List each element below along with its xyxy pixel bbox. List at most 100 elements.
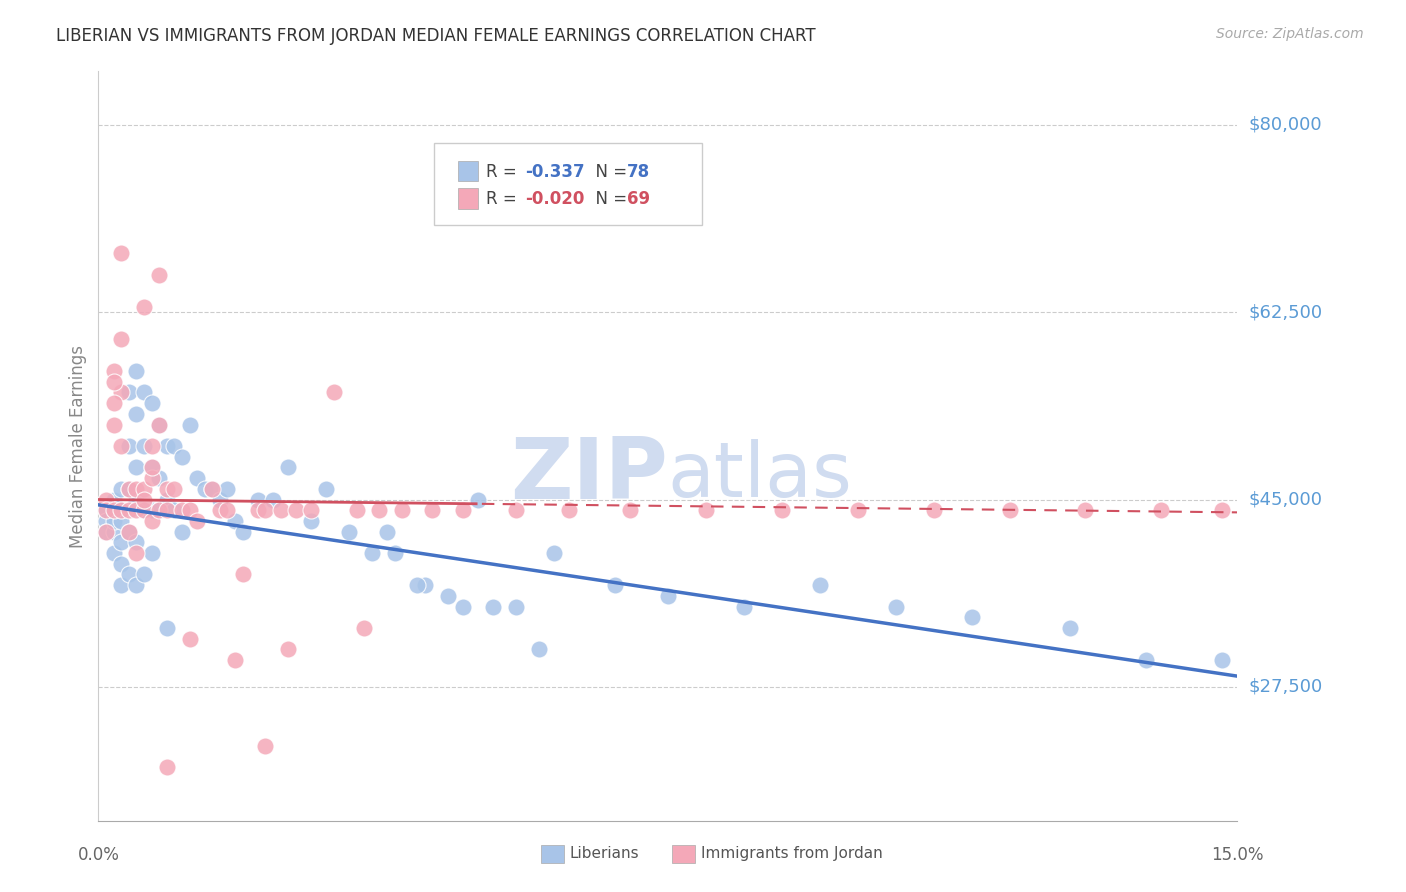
Text: LIBERIAN VS IMMIGRANTS FROM JORDAN MEDIAN FEMALE EARNINGS CORRELATION CHART: LIBERIAN VS IMMIGRANTS FROM JORDAN MEDIA…: [56, 27, 815, 45]
Text: 0.0%: 0.0%: [77, 846, 120, 863]
Point: [132, 503, 155, 517]
Point: [299, 503, 322, 517]
Point: [733, 599, 755, 614]
Point: [94, 503, 117, 517]
Point: [375, 524, 398, 539]
Point: [118, 524, 141, 539]
Point: [505, 503, 527, 517]
Point: [103, 396, 125, 410]
Point: [619, 503, 641, 517]
Point: [125, 364, 148, 378]
Point: [1135, 653, 1157, 667]
Point: [110, 535, 132, 549]
Point: [284, 503, 307, 517]
Point: [163, 439, 186, 453]
Y-axis label: Median Female Earnings: Median Female Earnings: [69, 344, 87, 548]
Point: [156, 621, 179, 635]
Point: [337, 524, 360, 539]
Point: [141, 396, 163, 410]
Point: [103, 524, 125, 539]
Point: [103, 364, 125, 378]
Text: atlas: atlas: [668, 439, 852, 513]
Point: [103, 492, 125, 507]
Point: [186, 471, 208, 485]
Point: [277, 460, 299, 475]
Point: [141, 439, 163, 453]
Point: [125, 503, 148, 517]
Point: [125, 482, 148, 496]
Point: [110, 578, 132, 592]
Text: ZIP: ZIP: [510, 434, 668, 517]
Point: [322, 385, 344, 400]
Point: [103, 514, 125, 528]
Point: [422, 503, 444, 517]
Point: [141, 460, 163, 475]
Text: $45,000: $45,000: [1249, 491, 1323, 508]
Point: [391, 503, 413, 517]
Point: [436, 589, 458, 603]
Point: [170, 503, 193, 517]
Point: [110, 482, 132, 496]
Point: [141, 471, 163, 485]
Point: [482, 599, 505, 614]
Point: [132, 482, 155, 496]
Point: [94, 514, 117, 528]
Point: [94, 524, 117, 539]
FancyBboxPatch shape: [672, 845, 695, 863]
Point: [132, 439, 155, 453]
Point: [558, 503, 581, 517]
Point: [603, 578, 626, 592]
Point: [346, 503, 368, 517]
Point: [254, 739, 277, 753]
Point: [368, 503, 391, 517]
Point: [110, 332, 132, 346]
FancyBboxPatch shape: [541, 845, 564, 863]
Point: [156, 439, 179, 453]
Text: -0.337: -0.337: [524, 162, 585, 180]
Point: [413, 578, 436, 592]
Point: [208, 503, 231, 517]
Point: [141, 514, 163, 528]
Point: [148, 417, 170, 432]
Point: [110, 246, 132, 260]
Point: [315, 482, 337, 496]
Point: [846, 503, 869, 517]
Point: [132, 385, 155, 400]
Point: [103, 417, 125, 432]
Point: [110, 439, 132, 453]
Point: [118, 385, 141, 400]
Point: [232, 567, 254, 582]
Point: [353, 621, 375, 635]
Text: 78: 78: [627, 162, 651, 180]
Point: [94, 492, 117, 507]
Point: [148, 503, 170, 517]
Point: [110, 557, 132, 571]
Text: 15.0%: 15.0%: [1211, 846, 1264, 863]
Point: [125, 460, 148, 475]
Point: [148, 268, 170, 282]
Point: [125, 535, 148, 549]
Point: [406, 578, 429, 592]
Point: [118, 503, 141, 517]
Point: [141, 460, 163, 475]
Point: [217, 503, 239, 517]
Text: R =: R =: [486, 162, 522, 180]
Point: [170, 524, 193, 539]
Text: $62,500: $62,500: [1249, 303, 1323, 321]
Point: [110, 514, 132, 528]
Point: [384, 546, 406, 560]
Point: [125, 578, 148, 592]
Point: [201, 482, 224, 496]
Point: [194, 482, 217, 496]
Point: [148, 417, 170, 432]
Point: [262, 492, 284, 507]
Point: [94, 503, 117, 517]
Point: [998, 503, 1021, 517]
Point: [1074, 503, 1097, 517]
Text: $27,500: $27,500: [1249, 678, 1323, 696]
Point: [132, 503, 155, 517]
Point: [132, 492, 155, 507]
Text: Immigrants from Jordan: Immigrants from Jordan: [700, 847, 883, 861]
Point: [246, 492, 269, 507]
Point: [125, 546, 148, 560]
